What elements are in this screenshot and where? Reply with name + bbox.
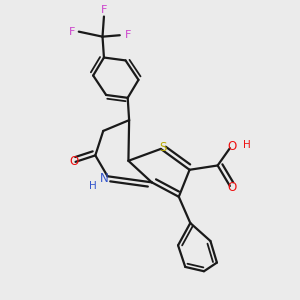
Text: F: F — [101, 5, 107, 15]
Text: F: F — [124, 30, 131, 40]
Text: F: F — [68, 27, 75, 37]
Text: H: H — [89, 181, 97, 191]
Text: N: N — [100, 172, 109, 184]
Text: H: H — [243, 140, 251, 150]
Text: O: O — [227, 140, 236, 153]
Text: O: O — [227, 181, 236, 194]
Text: S: S — [159, 141, 166, 154]
Text: O: O — [70, 155, 79, 168]
